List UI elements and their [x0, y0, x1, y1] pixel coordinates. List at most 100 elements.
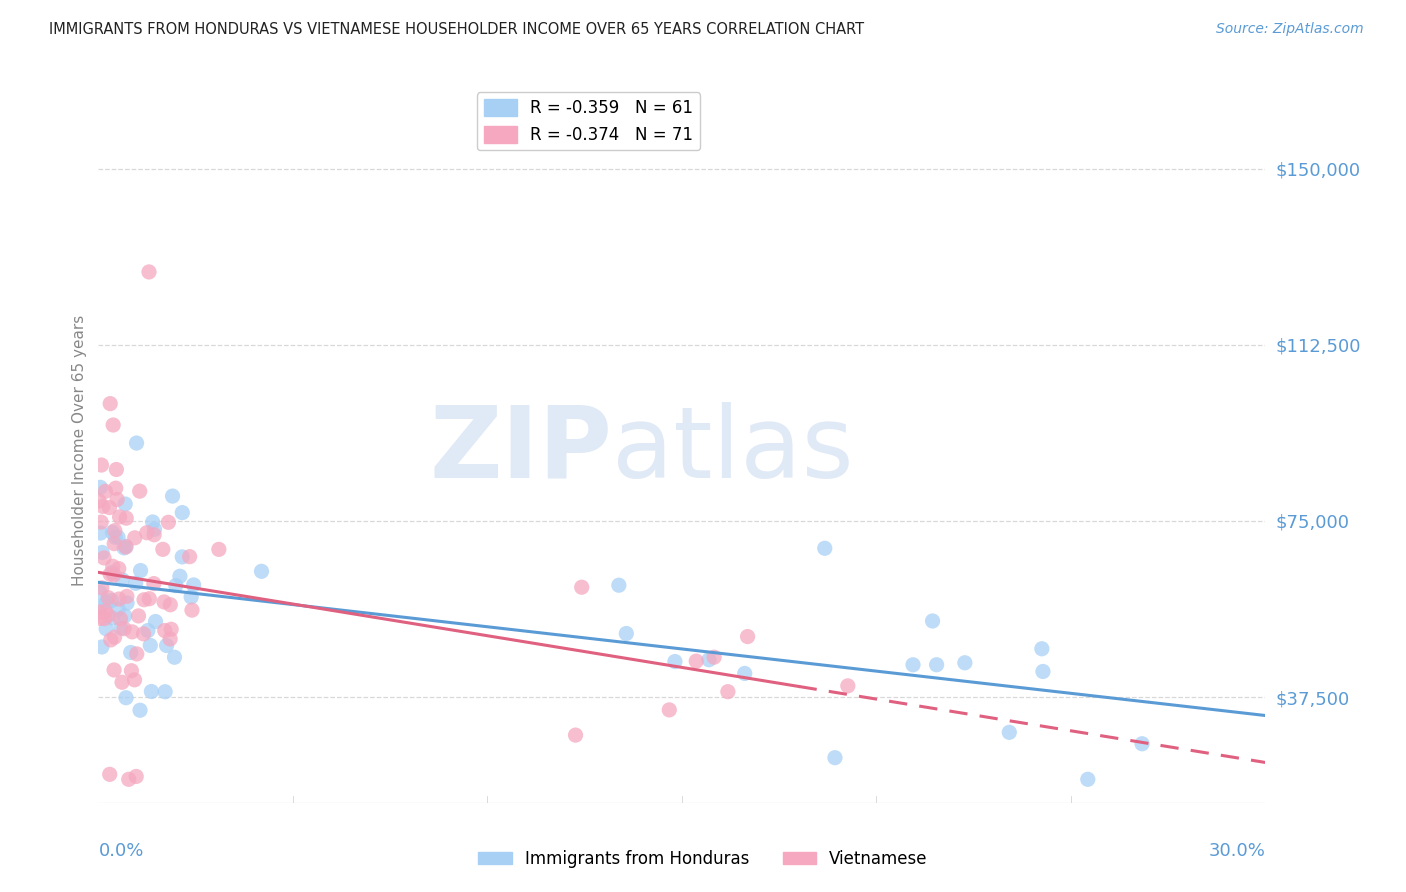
Point — [925, 657, 948, 672]
Point — [250, 564, 273, 578]
Point — [814, 541, 837, 556]
Point — [107, 530, 129, 544]
Point — [114, 608, 136, 623]
Point — [737, 630, 759, 644]
Point — [136, 624, 159, 638]
Point — [703, 650, 725, 665]
Point — [112, 622, 135, 636]
Point — [142, 515, 165, 529]
Point — [163, 650, 186, 665]
Point — [125, 769, 148, 783]
Point — [111, 675, 134, 690]
Point — [91, 545, 114, 559]
Point — [697, 653, 720, 667]
Point — [159, 632, 181, 646]
Point — [734, 666, 756, 681]
Point — [97, 591, 120, 605]
Point — [129, 703, 152, 717]
Point — [94, 484, 117, 499]
Point — [571, 580, 593, 594]
Point — [132, 592, 155, 607]
Point — [564, 728, 586, 742]
Point — [138, 265, 160, 279]
Point — [658, 703, 681, 717]
Point — [142, 576, 165, 591]
Point — [837, 679, 859, 693]
Point — [101, 417, 124, 432]
Point — [112, 541, 135, 555]
Point — [139, 639, 162, 653]
Point — [159, 598, 181, 612]
Point — [607, 578, 630, 592]
Point — [108, 592, 131, 607]
Point — [141, 684, 163, 698]
Point — [115, 539, 138, 553]
Point — [143, 528, 166, 542]
Point — [120, 664, 142, 678]
Point — [1032, 665, 1054, 679]
Legend: R = -0.359   N = 61, R = -0.374   N = 71: R = -0.359 N = 61, R = -0.374 N = 71 — [477, 93, 700, 151]
Point — [89, 494, 111, 508]
Point — [160, 622, 183, 636]
Point — [162, 489, 184, 503]
Point — [111, 573, 134, 587]
Point — [664, 655, 686, 669]
Point — [145, 615, 167, 629]
Point — [93, 612, 115, 626]
Point — [90, 458, 112, 472]
Point — [824, 750, 846, 764]
Point — [685, 654, 707, 668]
Point — [101, 611, 124, 625]
Point — [108, 510, 131, 524]
Point — [98, 567, 121, 582]
Point — [93, 550, 115, 565]
Point — [89, 585, 111, 599]
Point — [128, 484, 150, 499]
Point — [153, 685, 176, 699]
Point — [96, 595, 118, 609]
Point — [98, 396, 121, 410]
Point — [105, 492, 128, 507]
Text: ZIP: ZIP — [429, 402, 612, 499]
Point — [118, 772, 141, 787]
Point — [103, 663, 125, 677]
Point — [138, 591, 160, 606]
Point — [120, 645, 142, 659]
Point — [181, 603, 204, 617]
Point — [104, 530, 127, 544]
Point — [94, 622, 117, 636]
Point — [90, 515, 112, 529]
Point — [125, 647, 148, 661]
Text: atlas: atlas — [612, 402, 853, 499]
Point — [104, 481, 127, 495]
Point — [125, 436, 148, 450]
Text: IMMIGRANTS FROM HONDURAS VS VIETNAMESE HOUSEHOLDER INCOME OVER 65 YEARS CORRELAT: IMMIGRANTS FROM HONDURAS VS VIETNAMESE H… — [49, 22, 865, 37]
Point — [114, 497, 136, 511]
Point — [104, 524, 127, 538]
Point — [90, 599, 112, 614]
Point — [89, 611, 111, 625]
Point — [110, 621, 132, 635]
Point — [115, 540, 138, 554]
Point — [132, 627, 155, 641]
Point — [100, 593, 122, 607]
Point — [98, 500, 121, 515]
Point — [183, 578, 205, 592]
Point — [91, 500, 114, 514]
Point — [101, 566, 124, 580]
Point — [115, 690, 138, 705]
Point — [90, 640, 112, 654]
Point — [105, 462, 128, 476]
Point — [115, 596, 138, 610]
Point — [153, 624, 176, 638]
Point — [124, 576, 146, 591]
Point — [717, 684, 740, 698]
Point — [165, 578, 187, 592]
Legend: Immigrants from Honduras, Vietnamese: Immigrants from Honduras, Vietnamese — [471, 844, 935, 875]
Point — [208, 542, 231, 557]
Point — [614, 626, 637, 640]
Point — [179, 549, 201, 564]
Point — [153, 595, 176, 609]
Point — [121, 624, 143, 639]
Point — [921, 614, 943, 628]
